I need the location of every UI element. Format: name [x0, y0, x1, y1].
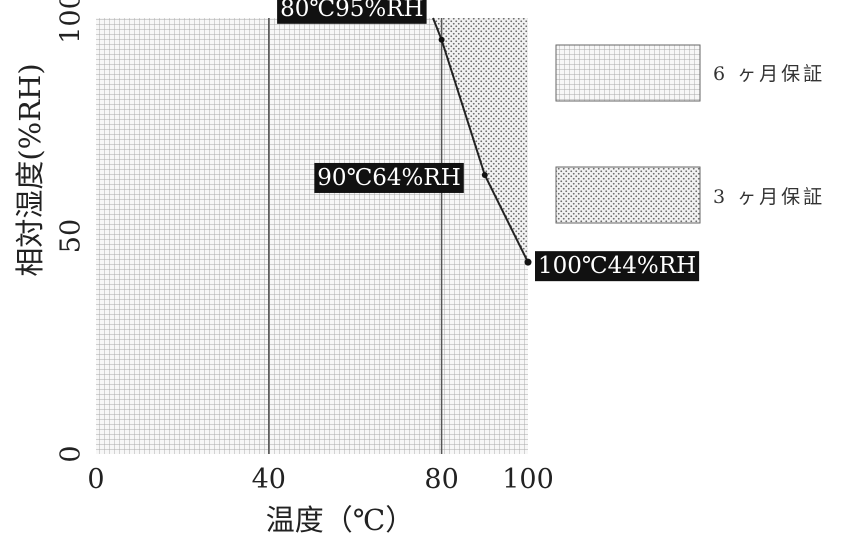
boundary-point-90c: [481, 171, 488, 178]
x-axis-ticks: 0 40 80 100: [87, 464, 553, 495]
x-tick-label: 100: [502, 464, 554, 495]
y-tick-label: 0: [56, 445, 87, 462]
y-tick-label: 50: [56, 219, 87, 253]
boundary-point-100c: [524, 258, 532, 266]
y-axis-title: 相対湿度(%RH): [13, 63, 47, 276]
plot-area: [96, 17, 532, 454]
legend-swatch-6-month: [555, 44, 701, 102]
x-tick-label: 0: [87, 464, 104, 495]
annotation-background: [535, 251, 700, 282]
annotation-100c-44rh: 100℃44%RH: [535, 251, 700, 282]
region-3-month-warranty: [433, 18, 528, 263]
annotation-background: [277, 0, 427, 24]
region-6-month-warranty: [96, 18, 528, 454]
legend-swatch-3-month: [555, 166, 701, 224]
legend-label-6-month: 6 ヶ月保証: [713, 63, 825, 85]
annotation-90c-64rh: 90℃64%RH: [314, 162, 464, 193]
legend: 6 ヶ月保証 3 ヶ月保証: [555, 44, 825, 224]
boundary-line: [432, 17, 529, 263]
x-tick-label: 80: [424, 464, 458, 495]
x-tick-label: 40: [252, 464, 286, 495]
y-tick-label: 100: [56, 0, 87, 44]
annotation-80c-95rh: 80℃95%RH: [277, 0, 427, 24]
y-axis-ticks: 0 50 100: [56, 0, 87, 463]
annotation-label: 80℃95%RH: [280, 0, 424, 22]
x-axis-title: 温度（℃）: [266, 503, 414, 537]
annotation-background: [314, 162, 464, 193]
boundary-point-80c: [438, 36, 445, 43]
annotation-label: 100℃44%RH: [538, 253, 696, 279]
legend-label-3-month: 3 ヶ月保証: [713, 186, 825, 208]
annotation-label: 90℃64%RH: [317, 165, 461, 191]
